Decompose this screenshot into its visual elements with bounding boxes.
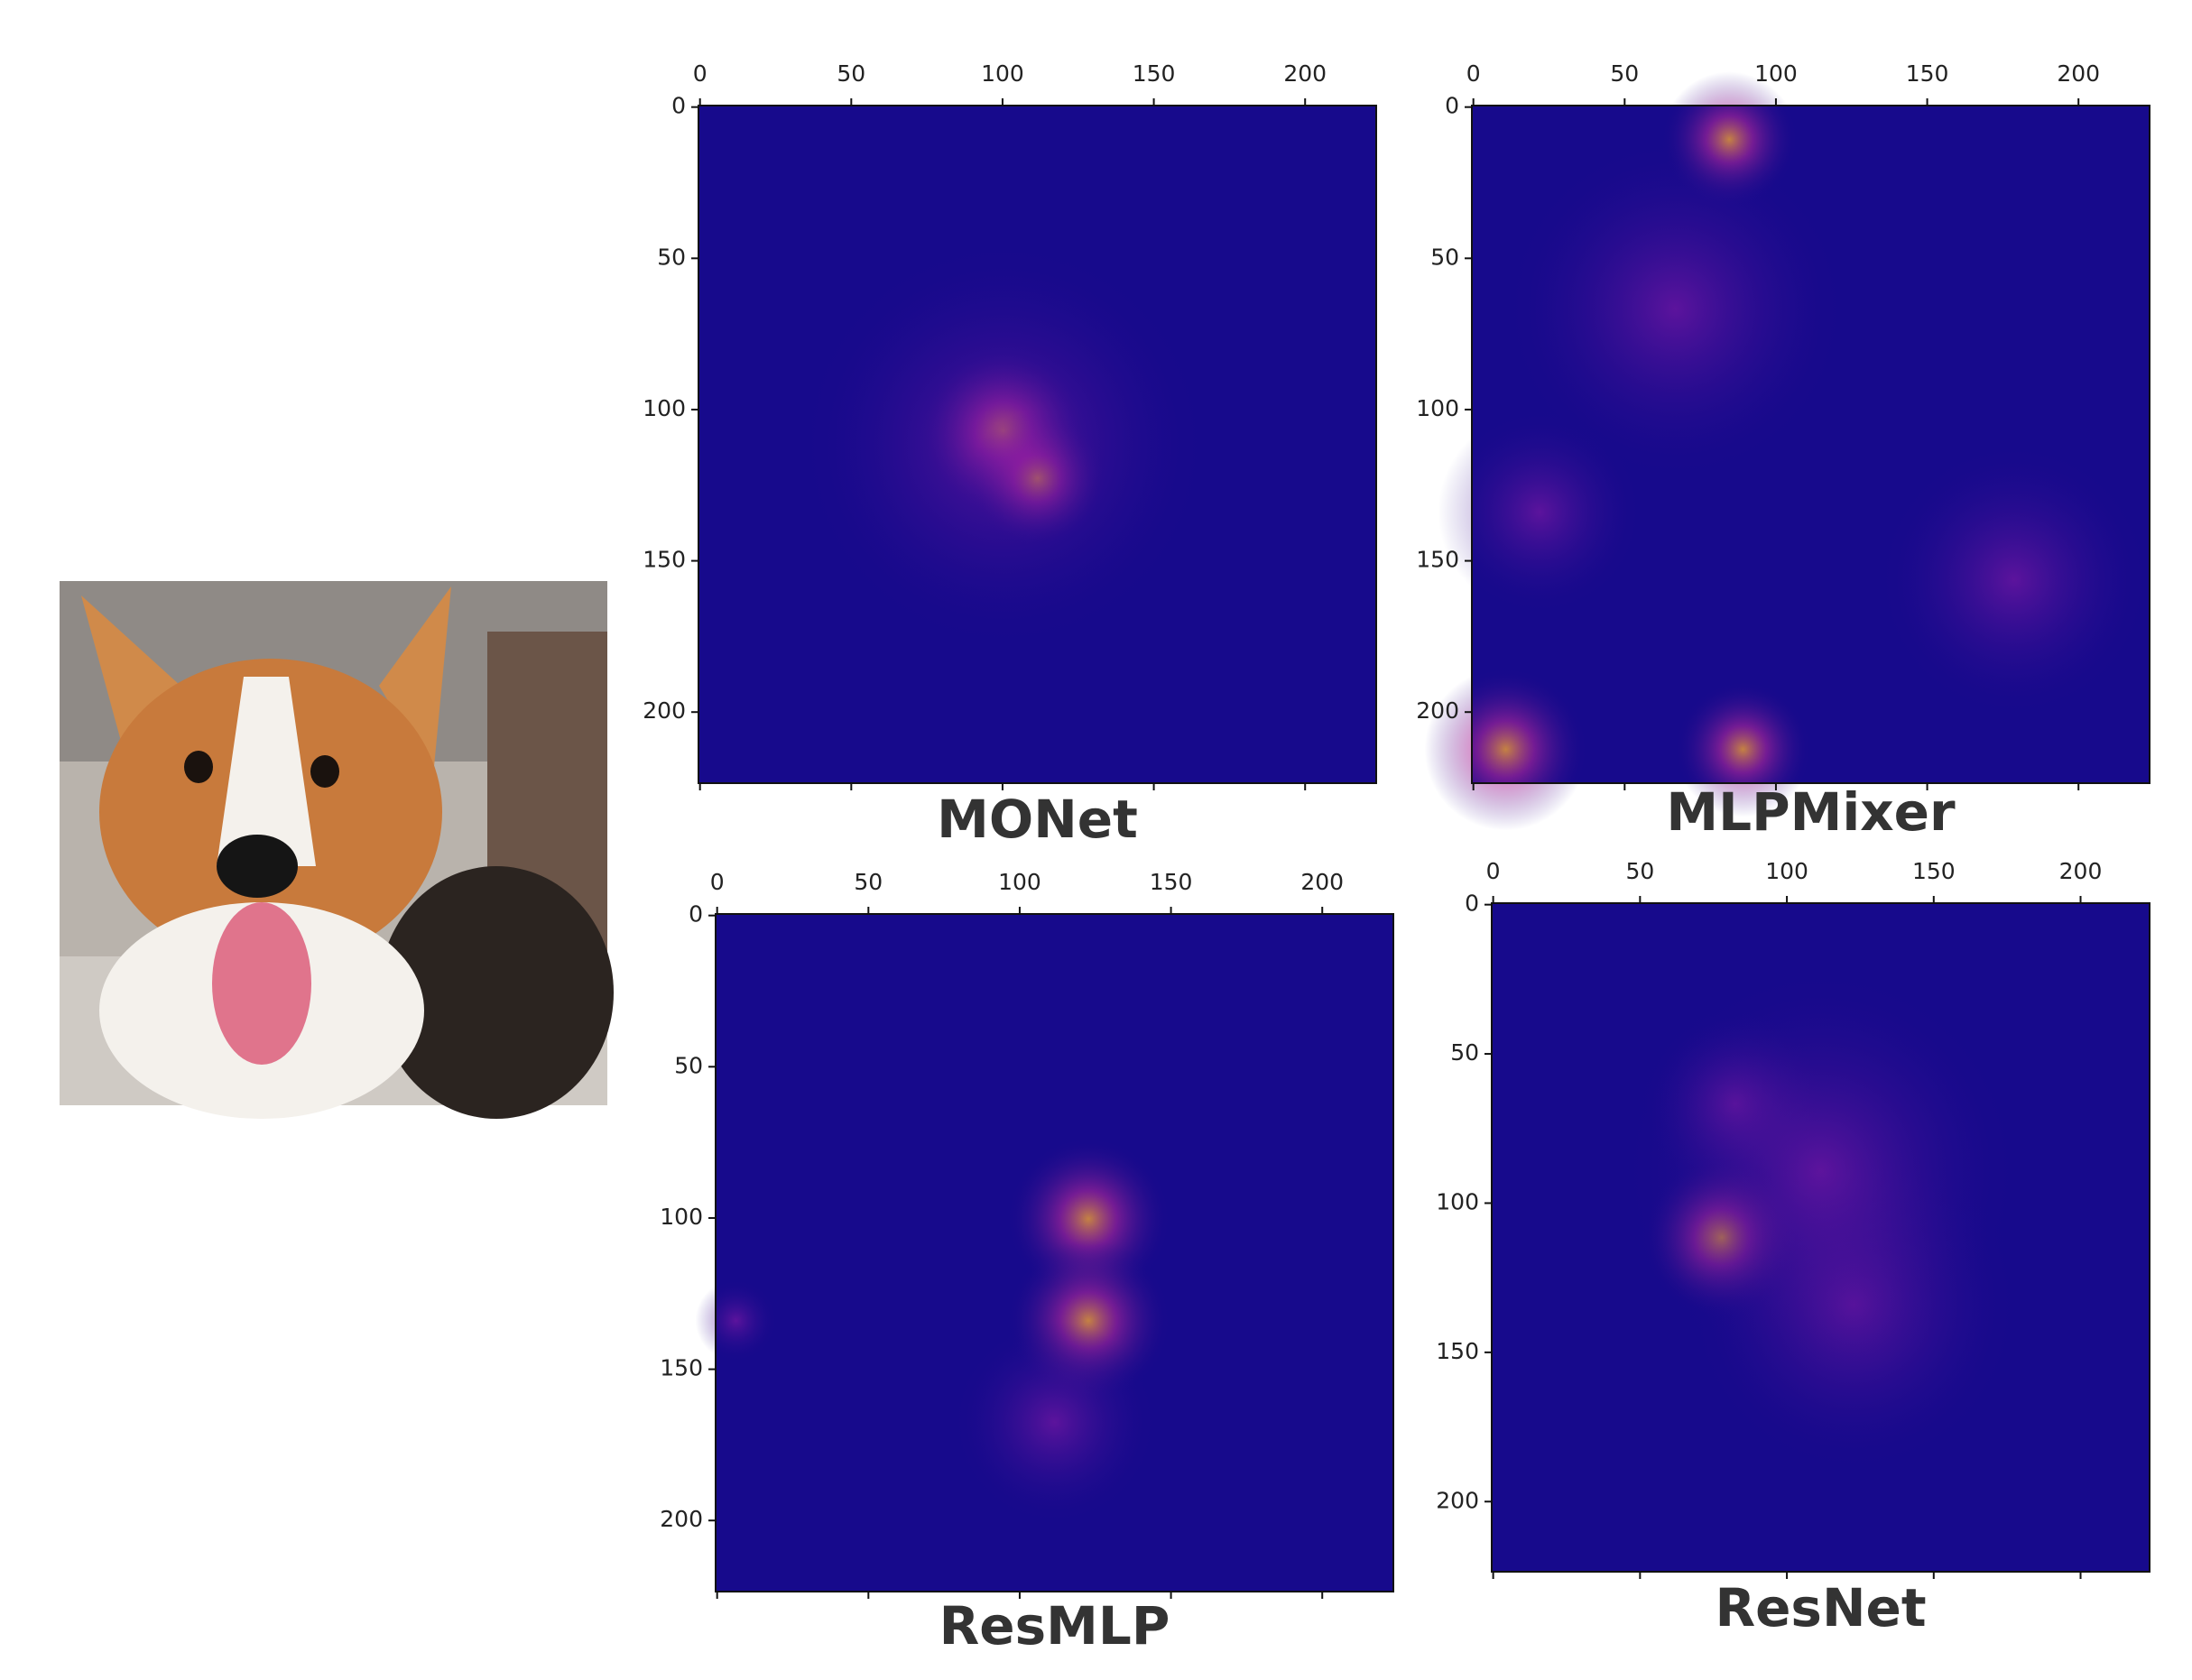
y-tick-label: 200 xyxy=(643,697,686,724)
y-tick-label: 50 xyxy=(1430,244,1459,270)
heatmap-panel: 0 50 100 150 200 0 50 100 150 200 ResNet xyxy=(1436,858,2150,1638)
plot-frame xyxy=(698,105,1377,784)
y-tick-label: 0 xyxy=(1465,891,1479,917)
x-tick-label: 0 xyxy=(693,60,708,87)
y-tick-label: 150 xyxy=(660,1355,703,1381)
dog-photo xyxy=(60,581,614,1119)
x-tick-label: 100 xyxy=(998,869,1041,895)
y-tick-label: 200 xyxy=(660,1506,703,1532)
y-tick-label: 0 xyxy=(671,93,686,119)
y-tick-label: 200 xyxy=(1436,1487,1479,1513)
panel-title: MONet xyxy=(937,789,1138,850)
y-tick-label: 50 xyxy=(1450,1039,1479,1066)
y-tick-label: 100 xyxy=(660,1204,703,1230)
x-tick-label: 100 xyxy=(981,60,1024,87)
y-tick-label: 50 xyxy=(657,244,686,270)
heatmap-texture xyxy=(1438,410,1642,614)
x-tick-label: 100 xyxy=(1754,60,1798,87)
heatmap-panel: 0 50 100 150 200 0 50 100 150 200 ResMLP xyxy=(660,869,1394,1657)
x-tick-label: 150 xyxy=(1906,60,1949,87)
heatmap-texture xyxy=(1424,668,1587,831)
x-tick-label: 200 xyxy=(2059,858,2103,884)
x-tick-label: 50 xyxy=(1625,858,1654,884)
plot-frame xyxy=(715,913,1394,1592)
x-tick-label: 50 xyxy=(854,869,883,895)
x-tick-label: 50 xyxy=(1610,60,1639,87)
heatmap-panel: 0 50 100 150 200 0 50 100 150 200 MLPMixer xyxy=(1416,60,2150,843)
heatmap-texture xyxy=(695,1279,777,1362)
y-tick-label: 100 xyxy=(643,395,686,421)
y-tick-label: 100 xyxy=(1416,395,1459,421)
panel-title: ResNet xyxy=(1715,1577,1926,1638)
y-tick-label: 200 xyxy=(1416,697,1459,724)
heatmap-texture xyxy=(1505,139,1845,479)
x-tick-label: 50 xyxy=(837,60,865,87)
heatmap-panel: 0 50 100 150 200 0 50 100 150 200 MONet xyxy=(643,60,1377,850)
y-tick-label: 0 xyxy=(1445,93,1459,119)
y-tick-label: 0 xyxy=(689,901,703,928)
heatmap-texture xyxy=(1623,970,2019,1371)
x-tick-label: 150 xyxy=(1150,869,1193,895)
plot-frame xyxy=(1471,105,2150,784)
y-tick-label: 150 xyxy=(1436,1338,1479,1364)
panel-title: ResMLP xyxy=(939,1595,1170,1657)
x-tick-label: 0 xyxy=(1486,858,1501,884)
x-tick-label: 200 xyxy=(2057,60,2100,87)
heatmap-texture xyxy=(1878,444,2150,715)
x-tick-label: 150 xyxy=(1912,858,1956,884)
plot-frame xyxy=(1491,902,2150,1573)
heatmap-texture xyxy=(952,1320,1157,1524)
heatmap-texture xyxy=(800,241,1207,648)
x-tick-label: 150 xyxy=(1133,60,1176,87)
x-tick-label: 0 xyxy=(710,869,725,895)
x-tick-label: 100 xyxy=(1765,858,1808,884)
y-tick-label: 150 xyxy=(643,547,686,573)
x-tick-label: 0 xyxy=(1466,60,1481,87)
y-tick-label: 150 xyxy=(1416,547,1459,573)
x-tick-label: 200 xyxy=(1283,60,1327,87)
y-tick-label: 50 xyxy=(674,1052,703,1078)
panel-title: MLPMixer xyxy=(1666,781,1956,843)
x-tick-label: 200 xyxy=(1300,869,1344,895)
y-tick-label: 100 xyxy=(1436,1188,1479,1214)
